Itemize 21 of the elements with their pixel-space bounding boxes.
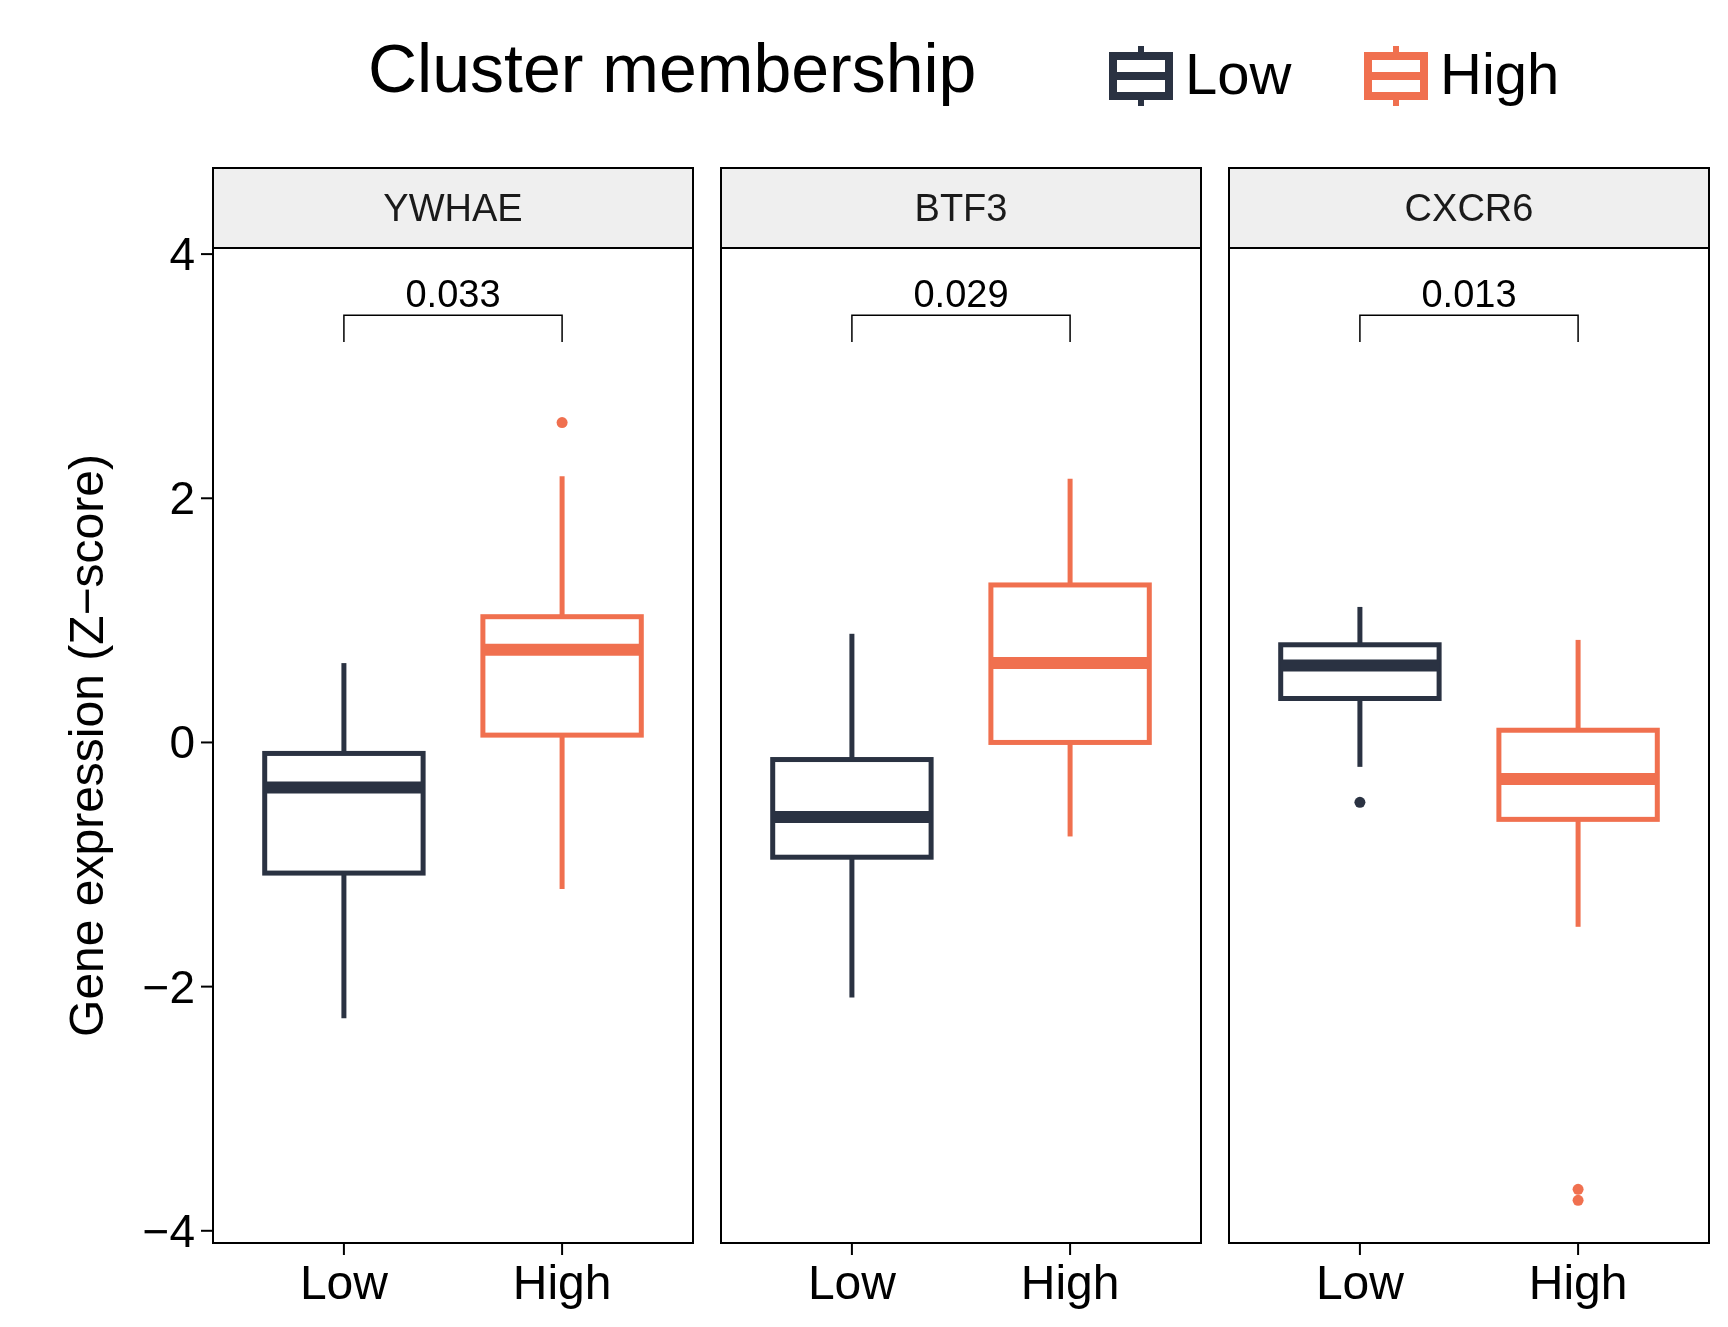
annotation: 0.033: [405, 273, 501, 316]
x-tick-label: High: [1020, 1256, 1120, 1309]
chart-title: CXCR6: [1404, 187, 1534, 229]
annotation: 0.029: [913, 273, 1009, 316]
chart-title: BTF3: [914, 187, 1008, 229]
legend-title: Cluster membership: [368, 30, 977, 106]
y-tick-label: −4: [142, 1204, 195, 1257]
x-tick-label: High: [1528, 1256, 1628, 1309]
legend-label: Low: [1185, 41, 1293, 106]
annotation: 0.013: [1421, 273, 1517, 316]
y-tick-label: −2: [142, 960, 195, 1013]
y-tick-label: 2: [169, 472, 195, 525]
x-tick-label: Low: [299, 1256, 389, 1309]
y-tick-label: 4: [169, 228, 195, 281]
x-tick-label: Low: [1315, 1256, 1405, 1309]
chart-title: YWHAE: [383, 187, 523, 229]
legend-label: High: [1440, 41, 1560, 106]
x-tick-label: Low: [807, 1256, 897, 1309]
x-tick-label: High: [512, 1256, 612, 1309]
y-tick-label: 0: [169, 716, 195, 769]
y-axis-title: Gene expression (Z−score): [60, 454, 113, 1037]
